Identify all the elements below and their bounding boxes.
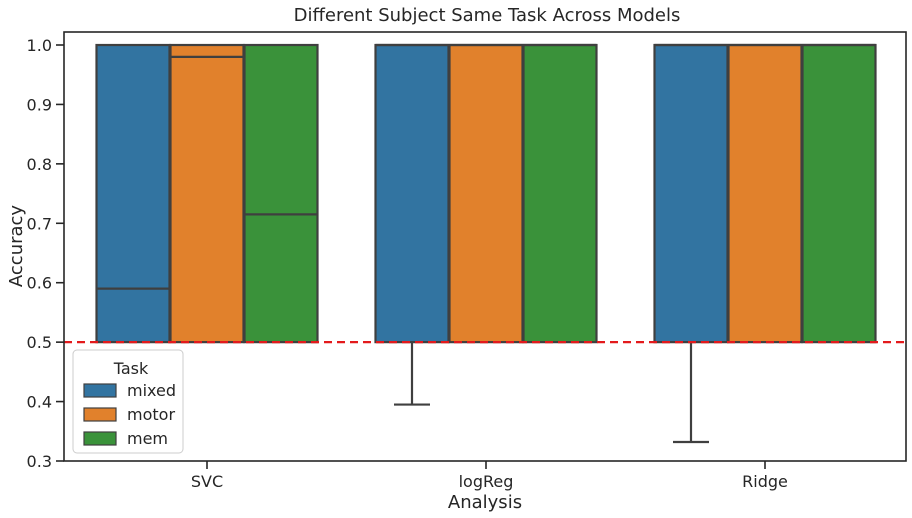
legend-label-mixed: mixed	[127, 381, 176, 400]
box-mem	[801, 43, 877, 344]
box-series	[95, 43, 877, 444]
x-tick-label: SVC	[191, 472, 223, 491]
x-axis: SVC logReg Ridge	[191, 461, 788, 491]
legend-label-motor: motor	[127, 405, 175, 424]
plot-frame	[63, 31, 907, 462]
box-motor	[169, 43, 245, 344]
box-mixed	[653, 43, 729, 344]
box-mem	[243, 43, 319, 344]
y-tick-label: 0.3	[27, 452, 52, 471]
y-tick-label: 0.8	[27, 155, 52, 174]
legend-label-mem: mem	[127, 429, 168, 448]
y-tick-label: 0.4	[27, 393, 52, 412]
legend-swatch-mem	[83, 431, 117, 446]
y-tick-label: 0.6	[27, 274, 52, 293]
legend: Task mixed motor mem	[72, 349, 184, 454]
y-tick-label: 0.7	[27, 214, 52, 233]
legend-swatch-mixed	[83, 383, 117, 398]
y-axis: 0.3 0.4 0.5 0.6 0.7 0.8 0.9 1.0	[27, 36, 64, 471]
legend-box	[72, 349, 184, 454]
box-motor	[448, 43, 524, 344]
y-tick-label: 0.5	[27, 333, 52, 352]
box-mixed	[374, 43, 450, 344]
legend-swatch-motor	[83, 407, 117, 422]
x-tick-label: logReg	[459, 472, 514, 491]
legend-title: Task	[113, 359, 149, 378]
y-axis-label: Accuracy	[6, 205, 27, 288]
box-mixed	[95, 43, 171, 344]
box-mem	[522, 43, 598, 344]
y-tick-label: 0.9	[27, 95, 52, 114]
box-motor	[727, 43, 803, 344]
x-axis-label: Analysis	[448, 492, 522, 513]
y-tick-label: 1.0	[27, 36, 52, 55]
x-tick-label: Ridge	[742, 472, 788, 491]
chart-title: Different Subject Same Task Across Model…	[294, 5, 681, 26]
